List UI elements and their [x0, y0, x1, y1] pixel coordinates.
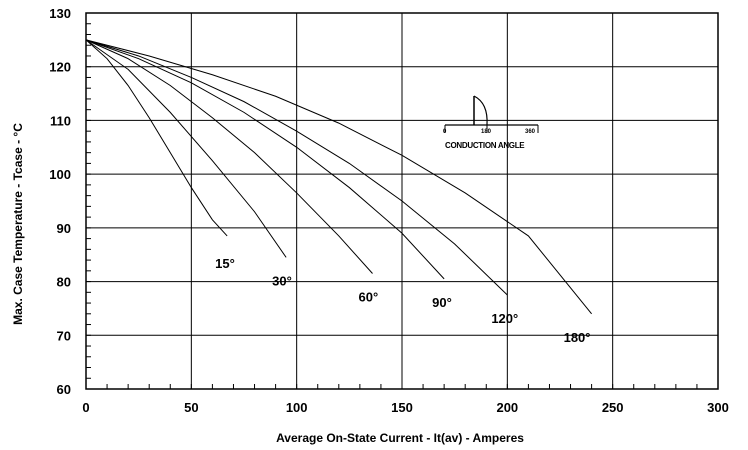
inset-label-180: 180: [481, 129, 492, 135]
curve-label: 90°: [432, 295, 452, 310]
y-tick-label: 80: [57, 275, 71, 290]
conduction-angle-inset: 0 180 360 CONDUCTION ANGLE: [443, 95, 539, 150]
curve-label: 60°: [359, 290, 379, 305]
curve-3: [85, 39, 445, 280]
x-tick-label: 100: [286, 400, 308, 415]
x-tick-label: 300: [707, 400, 729, 415]
curve-label: 180°: [564, 330, 591, 345]
curve-label: 30°: [272, 273, 292, 288]
minor-ticks: [85, 12, 719, 390]
curve-label: 120°: [491, 311, 518, 326]
grid: [85, 12, 719, 390]
x-tick-label: 50: [184, 400, 198, 415]
inset-label-360: 360: [525, 129, 536, 135]
curve-4: [85, 39, 508, 296]
y-tick-label: 90: [57, 221, 71, 236]
curve-2: [85, 39, 373, 274]
x-tick-label: 0: [82, 400, 89, 415]
y-tick-label: 110: [50, 113, 71, 128]
x-tick-label: 150: [391, 400, 413, 415]
curves: [85, 39, 592, 315]
y-axis-title: Max. Case Temperature - Tcase - °C: [11, 123, 25, 325]
inset-waveform: [473, 95, 488, 126]
y-tick-label: 130: [49, 6, 71, 21]
y-tick-label: 60: [57, 382, 71, 397]
inset-caption: CONDUCTION ANGLE: [445, 141, 525, 150]
curve-0: [85, 39, 228, 237]
x-tick-label: 200: [496, 400, 518, 415]
x-tick-labels: 0 50 100 150 200 250 300: [82, 400, 728, 415]
x-axis-title: Average On-State Current - It(av) - Ampe…: [276, 431, 524, 445]
curve-1: [85, 39, 287, 258]
y-tick-label: 70: [57, 328, 71, 343]
curve-5: [85, 39, 592, 315]
curve-label: 15°: [215, 256, 235, 271]
y-tick-label: 100: [49, 167, 71, 182]
y-tick-label: 120: [49, 60, 71, 75]
inset-label-0: 0: [443, 129, 447, 135]
x-tick-label: 250: [602, 400, 624, 415]
y-tick-labels: 60 70 80 90 100 110 120 130: [49, 6, 71, 397]
curve-labels: 15° 30° 60° 90° 120° 180°: [215, 256, 590, 345]
